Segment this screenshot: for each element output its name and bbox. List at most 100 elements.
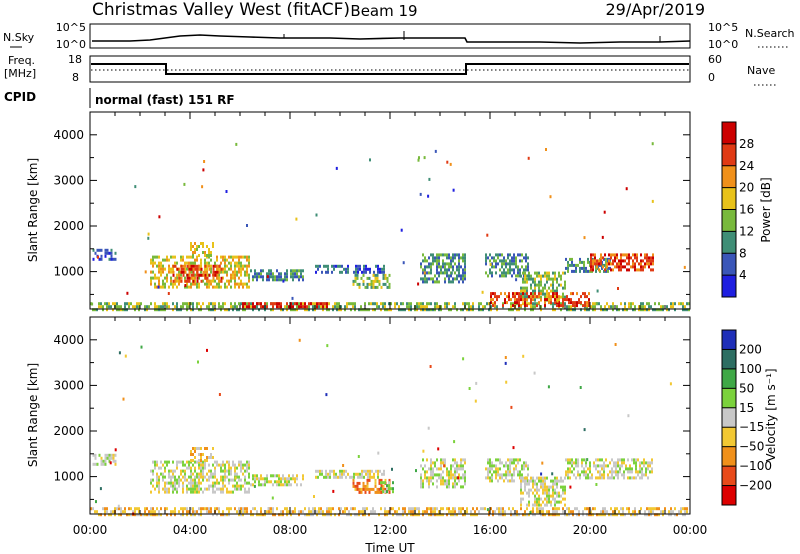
heatmap-cell [442,271,444,275]
heatmap-cell [158,261,160,265]
heatmap-cell [569,461,571,465]
heatmap-cell [566,305,568,309]
heatmap-cell [388,285,391,289]
heatmap-cell [505,470,507,474]
heatmap-cell [201,185,204,189]
heatmap-cell [194,261,196,265]
heatmap-cell [497,470,499,474]
heatmap-cell [248,481,250,485]
heatmap-cell [520,503,522,507]
heatmap-cell [240,487,242,491]
heatmap-cell [517,274,519,278]
heatmap-cell [232,460,234,464]
heatmap-cell [554,503,556,507]
heatmap-cell [458,256,460,260]
heatmap-cell [579,257,581,261]
heatmap-cell [585,461,587,465]
heatmap-cell [338,513,340,517]
heatmap-cell [426,458,428,462]
heatmap-cell [590,265,592,269]
heatmap-cell [190,459,192,462]
heatmap-cell [208,469,210,473]
heatmap-cell [106,308,108,312]
heatmap-cell [584,301,586,305]
heatmap-cell [110,251,113,255]
heatmap-cell [585,458,587,462]
heatmap-cell [552,286,554,290]
heatmap-cell [116,302,118,306]
heatmap-cell [288,480,290,484]
heatmap-cell [192,273,195,277]
heatmap-cell [658,302,660,306]
heatmap-cell [365,270,367,274]
heatmap-cell [172,487,174,491]
heatmap-cell [270,272,272,276]
heatmap-cell [202,245,204,248]
heatmap-cell [581,260,583,264]
heatmap-cell [214,466,216,470]
heatmap-cell [202,466,204,470]
heatmap-cell [564,497,566,501]
heatmap-cell [214,484,216,488]
heatmap-cell [544,292,546,296]
heatmap-cell [220,261,222,265]
heatmap-cell [519,268,521,272]
heatmap-cell [546,491,548,495]
heatmap-cell [260,483,262,487]
heatmap-cell [170,510,172,514]
heatmap-cell [570,305,572,309]
heatmap-cell [350,513,352,517]
heatmap-cell [210,456,212,459]
heatmap-cell [110,510,112,514]
heatmap-cell [509,473,511,477]
heatmap-cell [517,473,519,477]
heatmap-cell [603,467,605,471]
heatmap-cell [104,462,107,466]
heatmap-cell [315,213,318,217]
heatmap-cell [364,302,366,306]
heatmap-cell [603,461,605,465]
heatmap-cell [454,482,456,486]
heatmap-cell [637,470,639,474]
heatmap-cell [278,275,280,279]
heatmap-cell [361,475,363,479]
heatmap-cell [321,469,323,473]
heatmap-cell [648,259,650,263]
heatmap-cell [374,484,377,488]
heatmap-cell [280,305,282,309]
heatmap-cell [525,268,527,272]
heatmap-cell [538,283,540,287]
heatmap-cell [156,463,158,467]
heatmap-cell [594,262,596,266]
heatmap-cell [512,446,515,450]
heatmap-cell [360,276,363,280]
heatmap-cell [424,268,426,272]
heatmap-cell [306,308,308,312]
heatmap-cell [190,472,192,476]
heatmap-cell [172,264,175,268]
heatmap-cell [488,302,490,306]
heatmap-cell [544,503,546,507]
heatmap-cell [521,259,523,263]
heatmap-cell [292,474,294,478]
heatmap-cell [262,269,264,273]
heatmap-cell [621,473,623,477]
heatmap-cell [274,513,276,517]
heatmap-cell [572,308,574,312]
heatmap-cell [585,266,587,270]
heatmap-cell [560,476,562,480]
heatmap-cell [420,476,422,480]
heatmap-cell [556,482,558,486]
heatmap-cell [614,507,616,511]
heatmap-cell [428,308,430,312]
heatmap-cell [114,459,117,463]
heatmap-cell [436,507,438,511]
heatmap-cell [408,305,410,309]
x-tick-label: 04:00 [173,523,208,537]
heatmap-cell [378,279,381,283]
heatmap-cell [378,487,381,491]
heatmap-cell [122,510,124,514]
heatmap-cell [176,273,178,277]
heatmap-cell [258,483,260,487]
heatmap-cell [430,479,432,483]
